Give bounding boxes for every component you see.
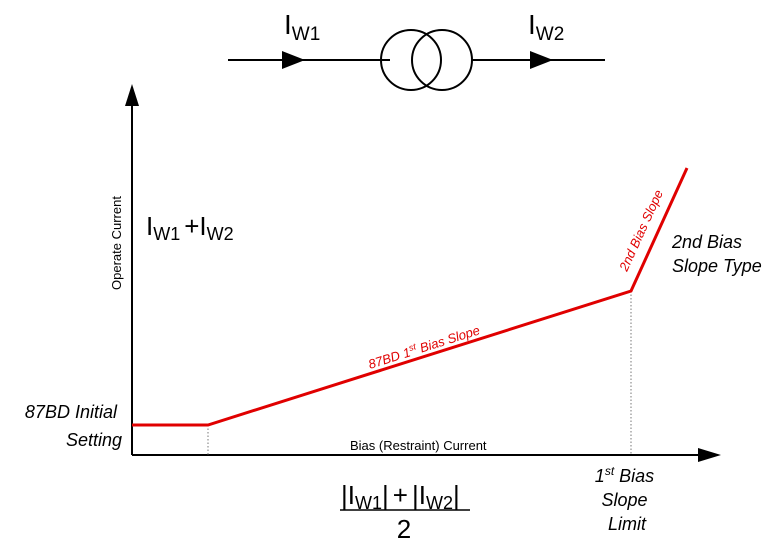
fraction-denominator: 2 (397, 514, 411, 540)
second-slope-type-label: 2nd Bias Slope Type (671, 232, 762, 276)
iw2-label: IW2 (528, 9, 564, 45)
y-axis-arrow (125, 84, 139, 106)
first-bias-slope-label: 87BD 1st Bias Slope (366, 321, 482, 371)
x-axis-arrow (698, 448, 721, 462)
svg-text:|IW1|+|IW2|: |IW1| + |IW2| (341, 480, 460, 513)
bias-characteristic-curve (132, 167, 689, 427)
initial-setting-label: 87BD Initial Setting (25, 402, 122, 450)
primary-current-arrow (282, 51, 305, 69)
y-axis-label: Operate Current (109, 196, 124, 290)
bias-current-formula: |IW1| + |IW2| 2 (340, 480, 470, 540)
transformer-symbol (228, 29, 605, 91)
secondary-current-arrow (530, 51, 553, 69)
operate-current-formula: IW1 +IW2 (146, 211, 234, 244)
transformer-winding-1-icon (380, 29, 442, 91)
first-bias-slope-limit-label: 1st Bias Slope Limit (595, 464, 659, 534)
iw1-label: IW1 (284, 9, 320, 45)
x-axis-label: Bias (Restraint) Current (350, 438, 487, 453)
